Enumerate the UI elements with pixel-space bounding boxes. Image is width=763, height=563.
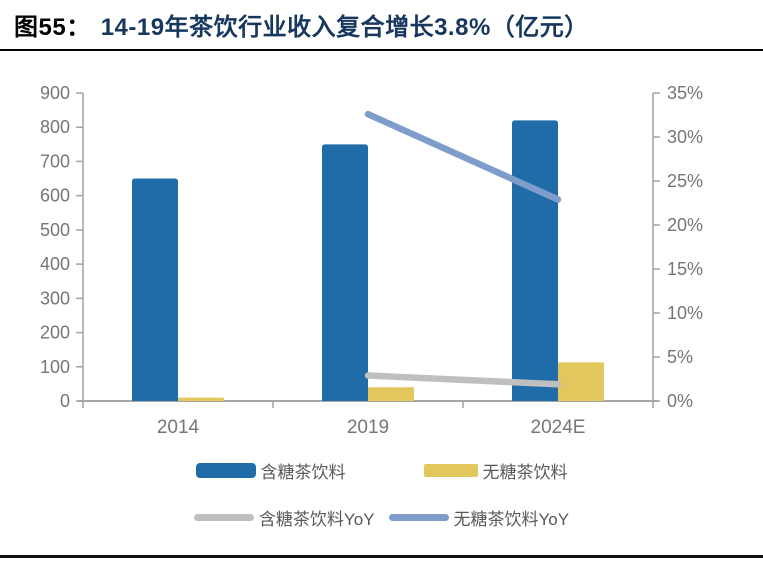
left-axis-tick-label: 0 xyxy=(60,391,70,411)
legend-item-sugared-tea-yoy: 含糖茶饮料YoY xyxy=(193,505,375,530)
tea-industry-revenue-chart: 0 100 200 300 400 500 600 700 800 900 0% 5% 10% 15% 20… xyxy=(40,83,703,438)
chart-legend: 含糖茶饮料 无糖茶饮料 含糖茶饮料YoY 无糖茶饮料YoY xyxy=(0,458,763,530)
figure-title: 14-19年茶饮行业收入复合增长3.8%（亿元） xyxy=(100,14,589,41)
figure-header: 图55： 14-19年茶饮行业收入复合增长3.8%（亿元） xyxy=(0,0,763,51)
right-axis-tick-label: 5% xyxy=(667,347,693,367)
sugared-tea-yoy-swatch xyxy=(193,514,254,521)
category-label: 2019 xyxy=(347,417,389,438)
legend-label: 无糖茶饮料 xyxy=(482,463,568,482)
category-label: 2024E xyxy=(531,417,586,438)
left-axis-tick-label: 300 xyxy=(40,288,70,308)
legend-row-lines: 含糖茶饮料YoY 无糖茶饮料YoY xyxy=(0,505,763,530)
left-axis-tick-label: 500 xyxy=(40,220,70,240)
left-axis-tick-label: 800 xyxy=(40,117,70,137)
left-axis-tick-label: 200 xyxy=(40,323,70,343)
footer-rule xyxy=(0,555,763,558)
bar-无糖茶饮料-2024E xyxy=(558,362,604,401)
bar-无糖茶饮料-2014 xyxy=(178,397,224,401)
left-axis-tick-label: 400 xyxy=(40,254,70,274)
right-axis-tick-label: 35% xyxy=(667,83,703,103)
left-axis-tick-label: 700 xyxy=(40,151,70,171)
sugarfree-tea-yoy-swatch xyxy=(388,514,449,521)
right-axis-tick-label: 15% xyxy=(667,259,703,279)
sugared-tea-swatch xyxy=(195,463,256,478)
legend-item-sugarfree-tea-yoy: 无糖茶饮料YoY xyxy=(388,505,570,530)
bar-含糖茶饮料-2014 xyxy=(132,178,178,401)
legend-item-sugared-tea: 含糖茶饮料 xyxy=(195,458,346,483)
right-axis-tick-label: 20% xyxy=(667,215,703,235)
legend-row-bars: 含糖茶饮料 无糖茶饮料 xyxy=(0,458,763,483)
right-axis-tick-label: 0% xyxy=(667,391,693,411)
legend-label: 含糖茶饮料 xyxy=(260,463,346,482)
right-axis-tick-label: 30% xyxy=(667,127,703,147)
bar-无糖茶饮料-2019 xyxy=(368,387,414,401)
right-axis-tick-label: 10% xyxy=(667,303,703,323)
left-axis-tick-label: 600 xyxy=(40,186,70,206)
line-含糖茶饮料YoY xyxy=(364,372,562,388)
right-axis-tick-label: 25% xyxy=(667,171,703,191)
legend-item-sugarfree-tea: 无糖茶饮料 xyxy=(423,458,568,483)
figure-number-label: 图55： xyxy=(14,14,91,41)
legend-label: 含糖茶饮料YoY xyxy=(258,510,375,529)
bar-含糖茶饮料-2024E xyxy=(512,120,558,401)
sugarfree-tea-swatch xyxy=(423,464,478,477)
category-label: 2014 xyxy=(157,417,200,438)
left-axis-tick-label: 900 xyxy=(40,83,70,103)
legend-label: 无糖茶饮料YoY xyxy=(453,510,570,529)
line-无糖茶饮料YoY xyxy=(364,110,562,203)
left-axis-tick-label: 100 xyxy=(40,357,70,377)
bar-含糖茶饮料-2019 xyxy=(322,144,368,401)
